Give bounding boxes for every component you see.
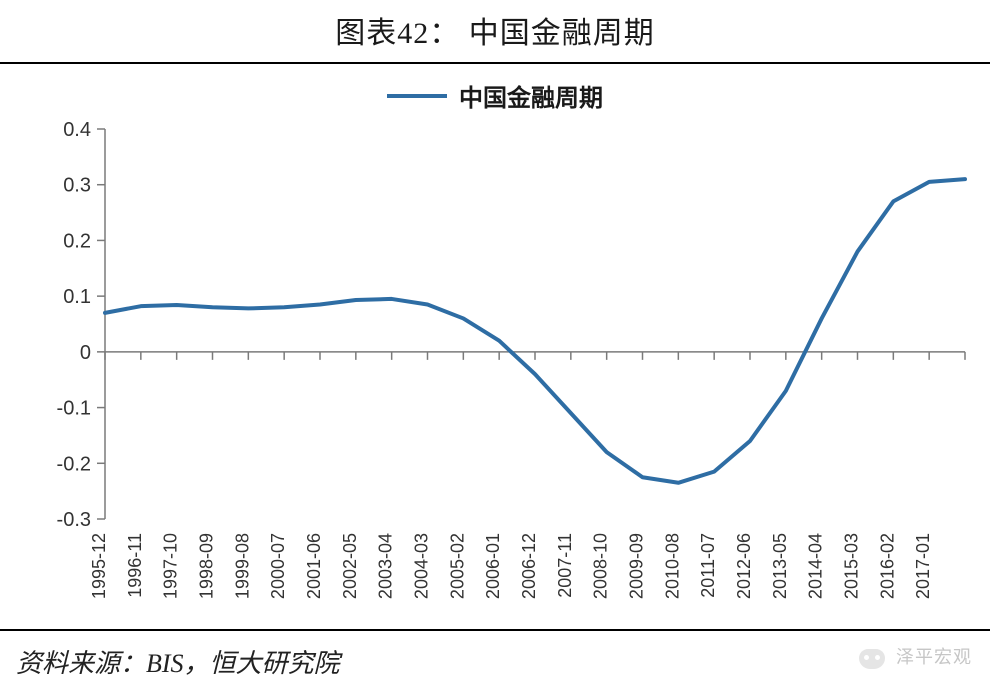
svg-text:1998-09: 1998-09 [197,533,217,599]
source-text: 资料来源：BIS，恒大研究院 [16,649,340,678]
svg-text:2004-03: 2004-03 [412,533,432,599]
svg-text:2006-01: 2006-01 [483,533,503,599]
legend-label: 中国金融周期 [459,86,603,112]
svg-text:2000-07: 2000-07 [268,533,288,599]
svg-text:2005-02: 2005-02 [447,533,467,599]
source-bar: 资料来源：BIS，恒大研究院 [0,629,990,680]
svg-text:2008-10: 2008-10 [591,533,611,599]
svg-text:2002-05: 2002-05 [340,533,360,599]
watermark: 泽平宏观 [859,643,973,669]
chart-title-bar: 图表42： 中国金融周期 [0,0,990,64]
svg-text:2010-08: 2010-08 [662,533,682,599]
line-chart: -0.3 -0.2 -0.1 0 0.1 0.2 0.3 0.4 1995-12 1996-11 1… [15,119,975,629]
svg-text:1997-10: 1997-10 [161,533,181,599]
svg-text:2016-02: 2016-02 [877,533,897,599]
svg-text:0.3: 0.3 [63,175,91,197]
svg-text:1995-12: 1995-12 [89,533,109,599]
svg-text:2003-04: 2003-04 [376,533,396,599]
svg-text:2014-04: 2014-04 [806,533,826,599]
svg-text:1996-11: 1996-11 [125,533,145,598]
svg-text:2015-03: 2015-03 [842,533,862,599]
svg-text:0: 0 [80,342,91,364]
svg-text:-0.3: -0.3 [57,509,91,531]
svg-text:2013-05: 2013-05 [770,533,790,599]
svg-text:2006-12: 2006-12 [519,533,539,599]
wechat-icon [859,649,885,669]
svg-text:0.4: 0.4 [63,119,91,141]
svg-text:-0.1: -0.1 [57,398,91,420]
chart-area: -0.3 -0.2 -0.1 0 0.1 0.2 0.3 0.4 1995-12 1996-11 1… [15,119,975,629]
svg-text:2007-11: 2007-11 [555,533,575,598]
svg-text:2011-07: 2011-07 [698,533,718,598]
chart-title: 图表42： 中国金融周期 [335,17,655,50]
svg-text:0.2: 0.2 [63,230,91,252]
svg-text:2012-06: 2012-06 [734,533,754,599]
svg-text:1999-08: 1999-08 [232,533,252,599]
legend-swatch [387,94,447,98]
svg-text:2017-01: 2017-01 [913,533,933,599]
svg-text:2001-06: 2001-06 [304,533,324,599]
svg-text:-0.2: -0.2 [57,453,91,475]
svg-text:0.1: 0.1 [63,286,91,308]
svg-text:2009-09: 2009-09 [627,533,647,599]
watermark-text: 泽平宏观 [896,647,972,667]
legend: 中国金融周期 [0,64,990,119]
